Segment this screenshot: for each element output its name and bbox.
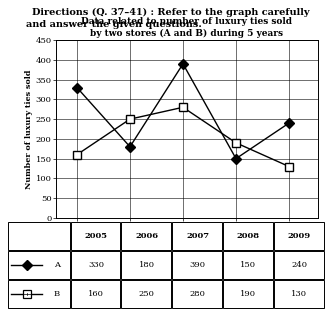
FancyBboxPatch shape — [172, 251, 222, 279]
Title: Data related to number of luxury ties sold
by two stores (A and B) during 5 year: Data related to number of luxury ties so… — [81, 17, 293, 38]
FancyBboxPatch shape — [8, 280, 70, 308]
Text: 2009: 2009 — [288, 232, 311, 240]
Text: 240: 240 — [291, 261, 307, 269]
Text: 2005: 2005 — [84, 232, 108, 240]
FancyBboxPatch shape — [274, 280, 324, 308]
FancyBboxPatch shape — [172, 222, 222, 250]
FancyBboxPatch shape — [71, 280, 120, 308]
FancyBboxPatch shape — [121, 251, 171, 279]
Text: Directions (Q. 37–41) : Refer to the graph carefully: Directions (Q. 37–41) : Refer to the gra… — [32, 8, 309, 17]
FancyBboxPatch shape — [223, 222, 273, 250]
Text: A: A — [54, 261, 60, 269]
Text: 180: 180 — [139, 261, 155, 269]
Text: and answer the given questions.: and answer the given questions. — [26, 20, 202, 29]
FancyBboxPatch shape — [121, 280, 171, 308]
Text: 2006: 2006 — [135, 232, 158, 240]
FancyBboxPatch shape — [274, 222, 324, 250]
Text: 280: 280 — [190, 290, 206, 298]
FancyBboxPatch shape — [274, 251, 324, 279]
FancyBboxPatch shape — [8, 251, 70, 279]
FancyBboxPatch shape — [223, 251, 273, 279]
Text: 190: 190 — [240, 290, 256, 298]
Text: 330: 330 — [88, 261, 104, 269]
Text: 130: 130 — [291, 290, 307, 298]
Text: B: B — [54, 290, 60, 298]
FancyBboxPatch shape — [223, 280, 273, 308]
Text: 2008: 2008 — [237, 232, 260, 240]
Text: 390: 390 — [190, 261, 206, 269]
FancyBboxPatch shape — [71, 251, 120, 279]
Text: 2007: 2007 — [186, 232, 209, 240]
Text: 250: 250 — [139, 290, 155, 298]
FancyBboxPatch shape — [121, 222, 171, 250]
FancyBboxPatch shape — [71, 222, 120, 250]
FancyBboxPatch shape — [8, 222, 70, 250]
Text: 160: 160 — [88, 290, 104, 298]
Y-axis label: Number of luxury ties sold: Number of luxury ties sold — [25, 69, 33, 189]
Text: 150: 150 — [240, 261, 256, 269]
FancyBboxPatch shape — [172, 280, 222, 308]
